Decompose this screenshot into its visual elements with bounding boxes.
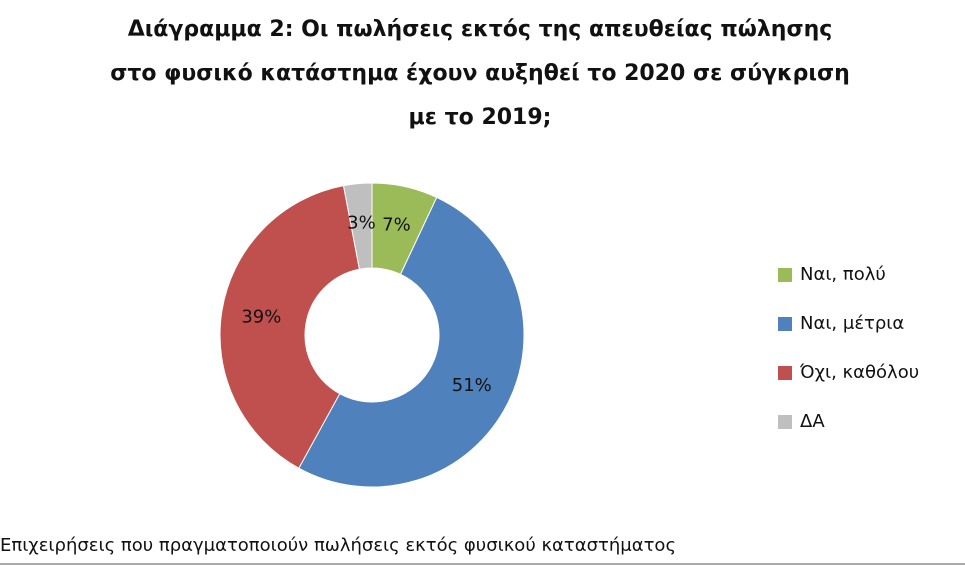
- legend-label: ΔΑ: [800, 411, 825, 432]
- footnote: Επιχειρήσεις που πραγματοποιούν πωλήσεις…: [0, 535, 677, 556]
- legend-label: Όχι, καθόλου: [799, 362, 919, 383]
- data-label: 39%: [241, 306, 281, 327]
- chart-title: Διάγραμμα 2: Οι πωλήσεις εκτός της απευθ…: [110, 17, 850, 130]
- data-label: 51%: [452, 375, 492, 396]
- legend-swatch: [778, 268, 792, 282]
- donut-segment: [298, 196, 525, 488]
- legend-label: Ναι, μέτρια: [800, 313, 904, 334]
- data-label: 7%: [382, 215, 411, 236]
- legend-swatch: [778, 415, 792, 429]
- donut-segment: [219, 185, 361, 469]
- legend-swatch: [778, 317, 792, 331]
- legend-label: Ναι, πολύ: [800, 264, 886, 285]
- legend-swatch: [778, 366, 792, 380]
- data-label: 3%: [347, 212, 376, 233]
- donut-segment: [342, 182, 373, 270]
